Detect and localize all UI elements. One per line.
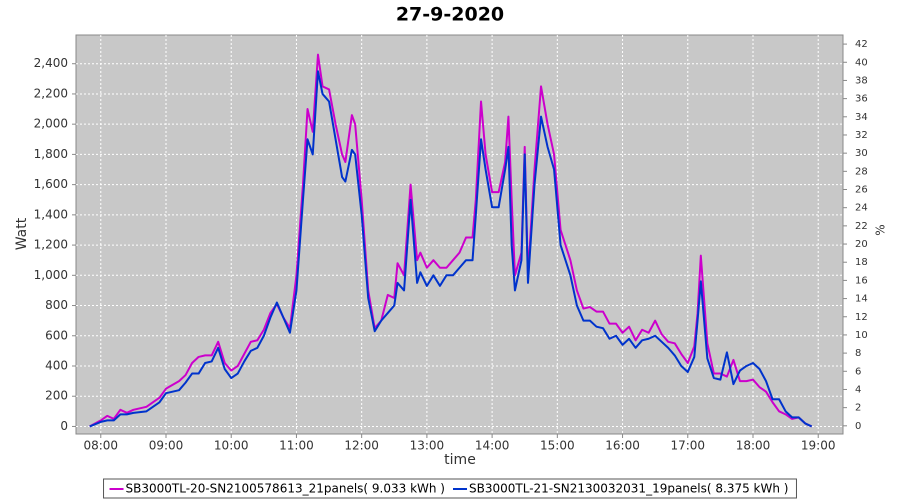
- x-tick-label: 13:00: [410, 439, 445, 453]
- y2-tick-label: 30: [855, 148, 868, 159]
- x-tick-label: 18:00: [736, 439, 771, 453]
- y2-tick-label: 8: [855, 348, 861, 359]
- y2-tick-label: 36: [855, 94, 868, 105]
- y2-tick-label: 2: [855, 403, 861, 414]
- y2-tick-label: 22: [855, 221, 868, 232]
- y2-tick-label: 14: [855, 294, 868, 305]
- legend: SB3000TL-20-SN2100578613_21panels( 9.033…: [103, 478, 797, 499]
- x-tick-label: 12:00: [344, 439, 379, 453]
- y-tick-label: 0: [60, 419, 68, 433]
- y-tick-label: 1,000: [34, 268, 68, 282]
- x-tick-label: 17:00: [670, 439, 705, 453]
- legend-label: SB3000TL-20-SN2100578613_21panels( 9.033…: [126, 482, 445, 496]
- x-tick-label: 10:00: [214, 439, 249, 453]
- y-tick-label: 2,400: [34, 56, 68, 70]
- y2-tick-label: 40: [855, 57, 868, 68]
- y2-tick-label: 26: [855, 185, 868, 196]
- x-tick-label: 08:00: [83, 439, 118, 453]
- y-tick-label: 200: [45, 389, 68, 403]
- y-tick-label: 800: [45, 298, 68, 312]
- x-axis-label: time: [444, 452, 476, 468]
- y2-tick-label: 10: [855, 330, 868, 341]
- y-tick-label: 2,000: [34, 117, 68, 131]
- series-line: [89, 70, 813, 428]
- y2-tick-label: 18: [855, 257, 868, 268]
- y2-tick-label: 34: [855, 112, 868, 123]
- y2-axis-label: %: [874, 224, 888, 235]
- plot-area: [75, 34, 844, 435]
- y2-tick-label: 32: [855, 130, 868, 141]
- y-tick-label: 600: [45, 328, 68, 342]
- y-tick-label: 2,200: [34, 86, 68, 100]
- y2-tick-label: 0: [855, 421, 861, 432]
- x-tick-label: 19:00: [801, 439, 836, 453]
- y2-tick-label: 6: [855, 366, 861, 377]
- y2-tick-label: 28: [855, 166, 868, 177]
- y-tick-label: 400: [45, 358, 68, 372]
- x-tick-label: 15:00: [540, 439, 575, 453]
- x-tick-label: 14:00: [475, 439, 510, 453]
- y2-tick-label: 4: [855, 384, 861, 395]
- y-tick-label: 1,200: [34, 238, 68, 252]
- x-tick-label: 11:00: [279, 439, 314, 453]
- y-axis-label: Watt: [14, 217, 30, 250]
- legend-label: SB3000TL-21-SN2130032031_19panels( 8.375…: [469, 482, 788, 496]
- y2-tick-label: 38: [855, 75, 868, 86]
- legend-box: [103, 478, 797, 499]
- y2-tick-label: 16: [855, 275, 868, 286]
- x-tick-label: 16:00: [605, 439, 640, 453]
- y2-tick-label: 42: [855, 39, 868, 50]
- y-tick-label: 1,400: [34, 207, 68, 221]
- y-tick-label: 1,800: [34, 147, 68, 161]
- y2-tick-label: 12: [855, 312, 868, 323]
- y2-tick-label: 20: [855, 239, 868, 250]
- x-tick-label: 09:00: [149, 439, 184, 453]
- y-tick-label: 1,600: [34, 177, 68, 191]
- y2-tick-label: 24: [855, 203, 868, 214]
- chart-title: 27-9-2020: [396, 4, 504, 26]
